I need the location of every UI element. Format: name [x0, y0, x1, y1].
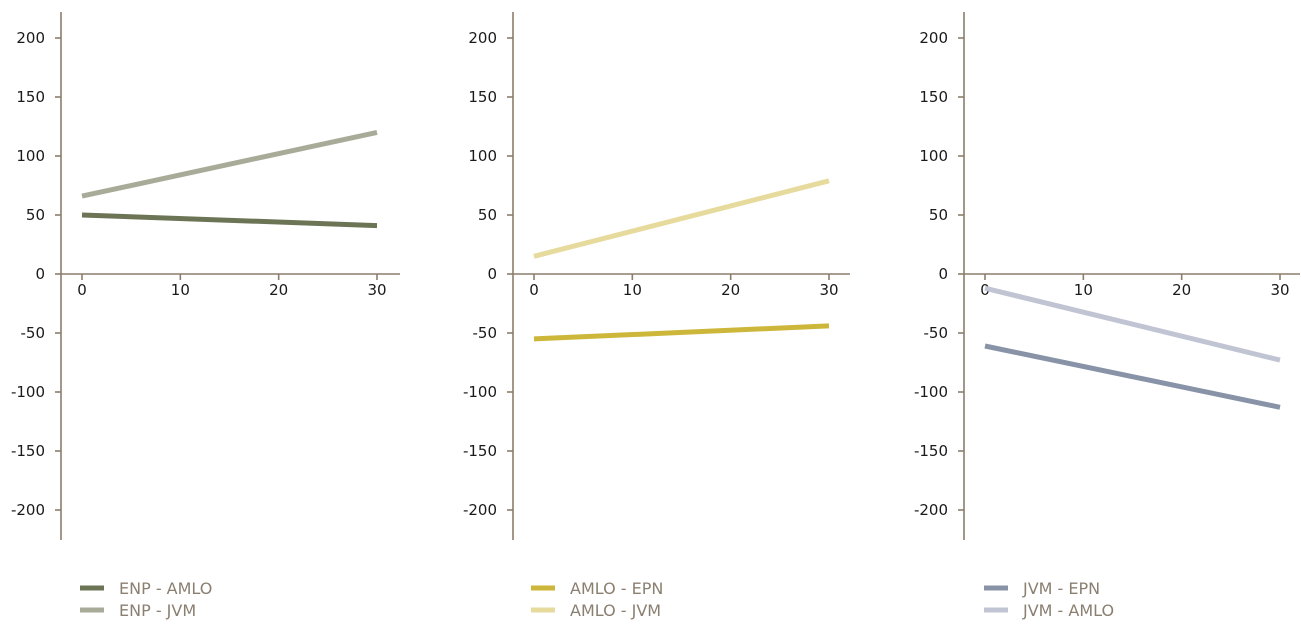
- x-tick-label: 20: [1172, 281, 1191, 299]
- y-tick-label: -150: [914, 442, 948, 460]
- series-line-1: [984, 343, 1281, 410]
- x-tick-label: 20: [721, 281, 740, 299]
- legend-label: ENP - AMLO: [119, 579, 212, 598]
- x-tick-label: 0: [77, 281, 87, 299]
- y-tick-label: 200: [16, 29, 45, 47]
- legend-label: ENP - JVM: [119, 601, 196, 620]
- y-tick-label: 150: [16, 88, 45, 106]
- y-tick-label: 150: [468, 88, 497, 106]
- legend-label: AMLO - JVM: [570, 601, 661, 620]
- y-tick-label: 0: [35, 265, 45, 283]
- y-tick-label: -50: [21, 324, 46, 342]
- y-tick-label: 0: [487, 265, 497, 283]
- series-line-2: [533, 178, 830, 259]
- x-tick-label: 20: [269, 281, 288, 299]
- y-tick-label: 0: [938, 265, 948, 283]
- y-tick-label: 200: [468, 29, 497, 47]
- y-tick-label: -50: [924, 324, 949, 342]
- x-tick-label: 30: [819, 281, 838, 299]
- y-tick-label: 50: [26, 206, 45, 224]
- x-tick-label: 10: [171, 281, 190, 299]
- chart-panel-2: 200 150 100 50 0 -50 -100 -150 -200 0 10 20 30 AMLO -…: [463, 12, 850, 620]
- legend: AMLO - EPN AMLO - JVM: [531, 579, 663, 620]
- series-line-2: [984, 285, 1281, 363]
- y-tick-label: 200: [919, 29, 948, 47]
- series-line-1: [81, 212, 378, 229]
- y-tick-label: 100: [468, 147, 497, 165]
- y-tick-label: -200: [11, 501, 45, 519]
- y-tick-label: -150: [463, 442, 497, 460]
- chart-panel-1: 200 150 100 50 0 -50 -100 -150 -200 0 10 20 30 ENP - …: [11, 12, 400, 620]
- y-tick-label: -50: [473, 324, 498, 342]
- y-tick-label: -100: [11, 383, 45, 401]
- y-tick-label: -150: [11, 442, 45, 460]
- y-tick-label: 50: [929, 206, 948, 224]
- x-tick-label: 30: [367, 281, 386, 299]
- x-tick-label: 30: [1270, 281, 1289, 299]
- y-tick-label: 150: [919, 88, 948, 106]
- y-tick-label: 100: [919, 147, 948, 165]
- y-tick-label: -100: [463, 383, 497, 401]
- x-tick-label: 10: [623, 281, 642, 299]
- legend: ENP - AMLO ENP - JVM: [80, 579, 212, 620]
- legend-label: AMLO - EPN: [570, 579, 663, 598]
- y-tick-label: -100: [914, 383, 948, 401]
- x-tick-label: 0: [529, 281, 539, 299]
- y-tick-label: 100: [16, 147, 45, 165]
- y-tick-label: 50: [478, 206, 497, 224]
- legend-label: JVM - EPN: [1022, 579, 1100, 598]
- legend: JVM - EPN JVM - AMLO: [984, 579, 1114, 620]
- y-tick-label: -200: [914, 501, 948, 519]
- y-tick-label: -200: [463, 501, 497, 519]
- legend-label: JVM - AMLO: [1022, 601, 1114, 620]
- x-tick-label: 10: [1074, 281, 1093, 299]
- series-line-1: [533, 323, 830, 342]
- series-line-2: [81, 129, 378, 199]
